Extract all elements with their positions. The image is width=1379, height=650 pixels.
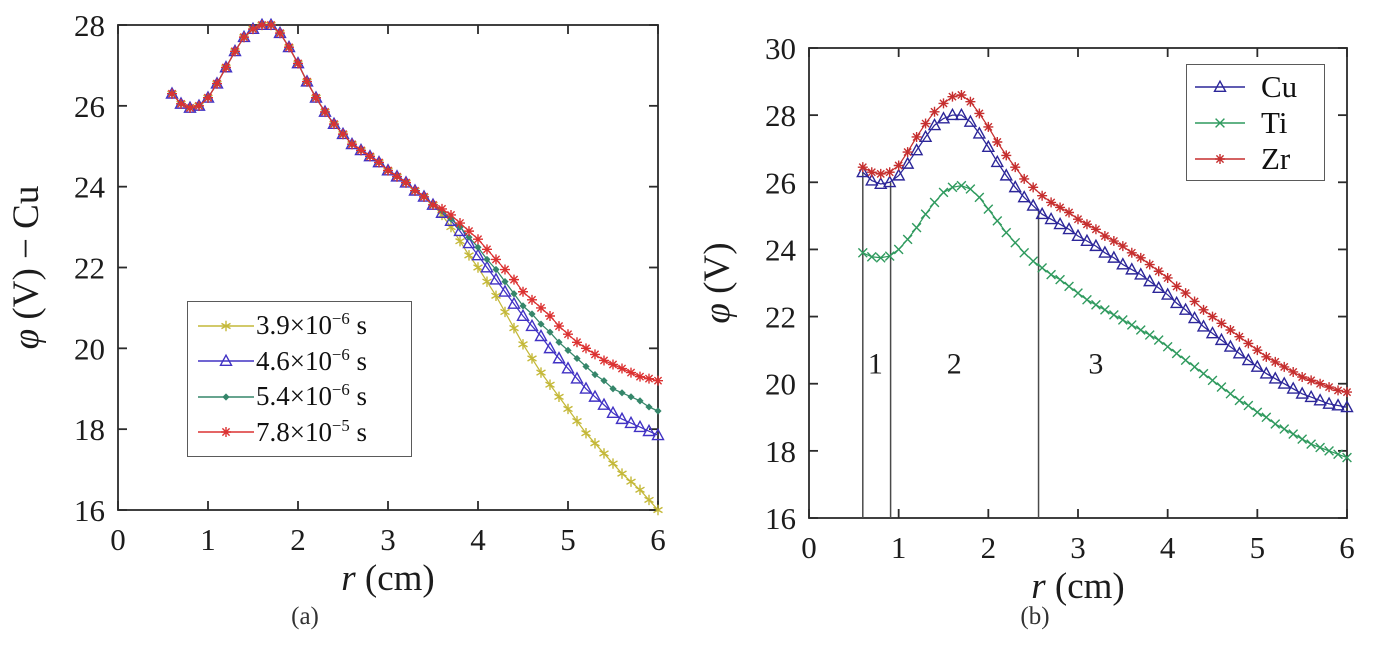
x-tick-label: 6 [1339,530,1355,565]
y-tick-label: 16 [765,501,796,536]
region-label: 2 [947,348,962,381]
legend-sample-icon [198,393,254,401]
x-tick-label: 6 [650,522,666,557]
legend-item: 4.6×10−6 s [196,346,403,377]
x-tick-label: 2 [981,530,997,565]
legend-label-suffix: s [349,416,368,447]
y-axis-label: φ (V) [697,242,738,323]
legend-a: 3.9×10−6 s 4.6×10−6 s 5.4×10−6 s 7.8×10−… [187,301,412,457]
legend-b: Cu Ti Zr [1186,64,1325,181]
x-tick-label: 0 [801,530,817,565]
x-axis-label: r (cm) [1031,566,1125,607]
legend-label-suffix: s [349,310,368,341]
x-tick-label: 4 [470,522,486,557]
ticks: 0 1 2 3 4 5 6 16 18 20 22 24 26 28 30 [765,31,1355,565]
legend-label: Cu [1261,69,1298,104]
x-tick-label: 1 [200,522,216,557]
legend-item: 7.8×10−5 s [196,417,403,448]
legend-label-base: 3.9×10 [256,310,332,341]
legend-label-base: 7.8×10 [256,416,332,447]
y-tick-label: 26 [765,165,796,200]
y-tick-label: 24 [765,232,797,267]
x-tick-label: 0 [110,522,126,557]
series-ti [857,180,1352,463]
series-zr [857,90,1352,398]
legend-label-suffix: s [349,381,368,412]
region-label: 3 [1088,348,1103,381]
ticks: 0 1 2 3 4 5 6 16 18 20 22 24 26 28 [74,8,666,557]
legend-sample-icon [1195,154,1245,164]
legend-sample-icon [198,320,254,331]
y-tick-label: 16 [74,493,105,528]
legend-sample-icon [198,353,254,367]
legend-label-exp: −6 [331,380,350,400]
legend-sample-icon [1195,79,1245,93]
legend-label: Zr [1261,141,1291,176]
legend-item: Zr [1193,141,1318,177]
caption-a: (a) [291,603,319,630]
y-tick-label: 28 [74,8,105,43]
legend-label: Ti [1261,105,1288,140]
legend-sample-icon [1195,118,1245,128]
y-tick-label: 26 [74,89,105,124]
y-tick-label: 22 [765,300,796,335]
x-tick-label: 3 [1070,530,1086,565]
legend-item: Ti [1193,105,1318,141]
x-tick-label: 5 [1250,530,1266,565]
y-tick-label: 24 [74,170,106,205]
x-tick-label: 1 [891,530,907,565]
y-tick-label: 28 [765,98,796,133]
legend-item: Cu [1193,69,1318,105]
legend-item: 5.4×10−6 s [196,381,403,412]
series-cu [856,107,1354,413]
legend-label-exp: −6 [331,344,350,364]
x-tick-label: 2 [290,522,306,557]
legend-label-exp: −6 [331,309,350,329]
x-axis-label: r (cm) [341,558,435,599]
y-tick-label: 30 [765,31,796,66]
y-axis-label: φ (V) − Cu [6,186,47,350]
x-tick-label: 4 [1160,530,1176,565]
legend-item: 3.9×10−6 s [196,310,403,341]
y-tick-label: 20 [765,367,796,402]
series-7-8e-5-s [167,20,663,386]
legend-label: 4.6×10−6 s [256,346,367,377]
legend-label: 7.8×10−5 s [256,417,367,448]
caption-b: (b) [1020,603,1050,630]
legend-label: 5.4×10−6 s [256,381,367,412]
x-tick-label: 3 [380,522,396,557]
legend-label-exp: −5 [331,415,350,435]
legend-sample-icon [198,427,254,438]
x-tick-label: 5 [560,522,576,557]
y-tick-label: 18 [765,434,796,469]
region-label: 1 [868,348,883,381]
y-tick-label: 18 [74,412,105,447]
legend-label: 3.9×10−6 s [256,310,367,341]
y-tick-label: 22 [74,251,105,286]
chart-a: 0 1 2 3 4 5 6 16 18 20 22 24 26 28 r (cm) φ (V) − Cu [6,8,666,599]
legend-label-base: 4.6×10 [256,345,332,376]
legend-label-suffix: s [349,345,368,376]
y-tick-label: 20 [74,331,105,366]
legend-label-base: 5.4×10 [256,381,332,412]
